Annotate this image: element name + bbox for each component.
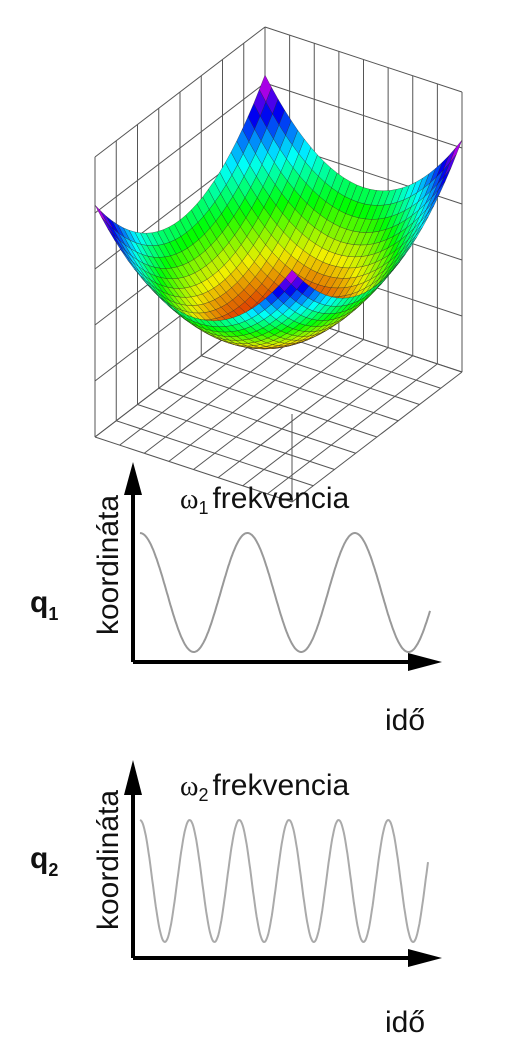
- word: frekvencia: [212, 769, 349, 802]
- box-line: [291, 371, 463, 503]
- index: 1: [198, 498, 208, 518]
- symbol: q: [30, 842, 48, 875]
- box-line: [222, 339, 420, 405]
- index: 2: [48, 860, 58, 880]
- arrow: [124, 462, 142, 495]
- y-label: koordináta: [92, 495, 125, 635]
- surface-patch: [285, 269, 299, 285]
- box-line: [264, 26, 463, 93]
- symbol: ω: [180, 484, 198, 515]
- symbol: q: [30, 586, 48, 619]
- symbol: ω: [180, 771, 198, 802]
- coordinate-label: q1: [30, 586, 58, 624]
- frequency-label: ω1 frekvencia: [180, 482, 349, 518]
- frequency-label: ω2 frekvencia: [180, 769, 349, 805]
- index: 2: [198, 785, 208, 805]
- box-line: [193, 339, 364, 470]
- box-line: [242, 355, 414, 487]
- box-line: [264, 82, 463, 149]
- index: 1: [48, 604, 58, 624]
- y-label: koordináta: [92, 790, 125, 930]
- box-line: [94, 26, 266, 158]
- box-line: [94, 82, 266, 214]
- panel-2: koordináta q2 ω2 frekvencia idő: [30, 760, 442, 1039]
- arrow: [124, 760, 142, 795]
- x-label: idő: [385, 1006, 425, 1039]
- surface-plot: [94, 26, 463, 503]
- word: frekvencia: [212, 482, 349, 515]
- box-line: [217, 347, 389, 479]
- box-line: [201, 355, 399, 422]
- arrow: [408, 653, 442, 671]
- surface-patch: [449, 139, 463, 163]
- x-label: idő: [385, 704, 425, 737]
- wave: [139, 818, 429, 944]
- arrow: [408, 949, 442, 967]
- wave: [139, 532, 431, 653]
- coordinate-label: q2: [30, 842, 58, 880]
- box-line: [267, 363, 438, 495]
- panel-1: koordináta q1 ω1 frekvencia idő: [30, 462, 442, 737]
